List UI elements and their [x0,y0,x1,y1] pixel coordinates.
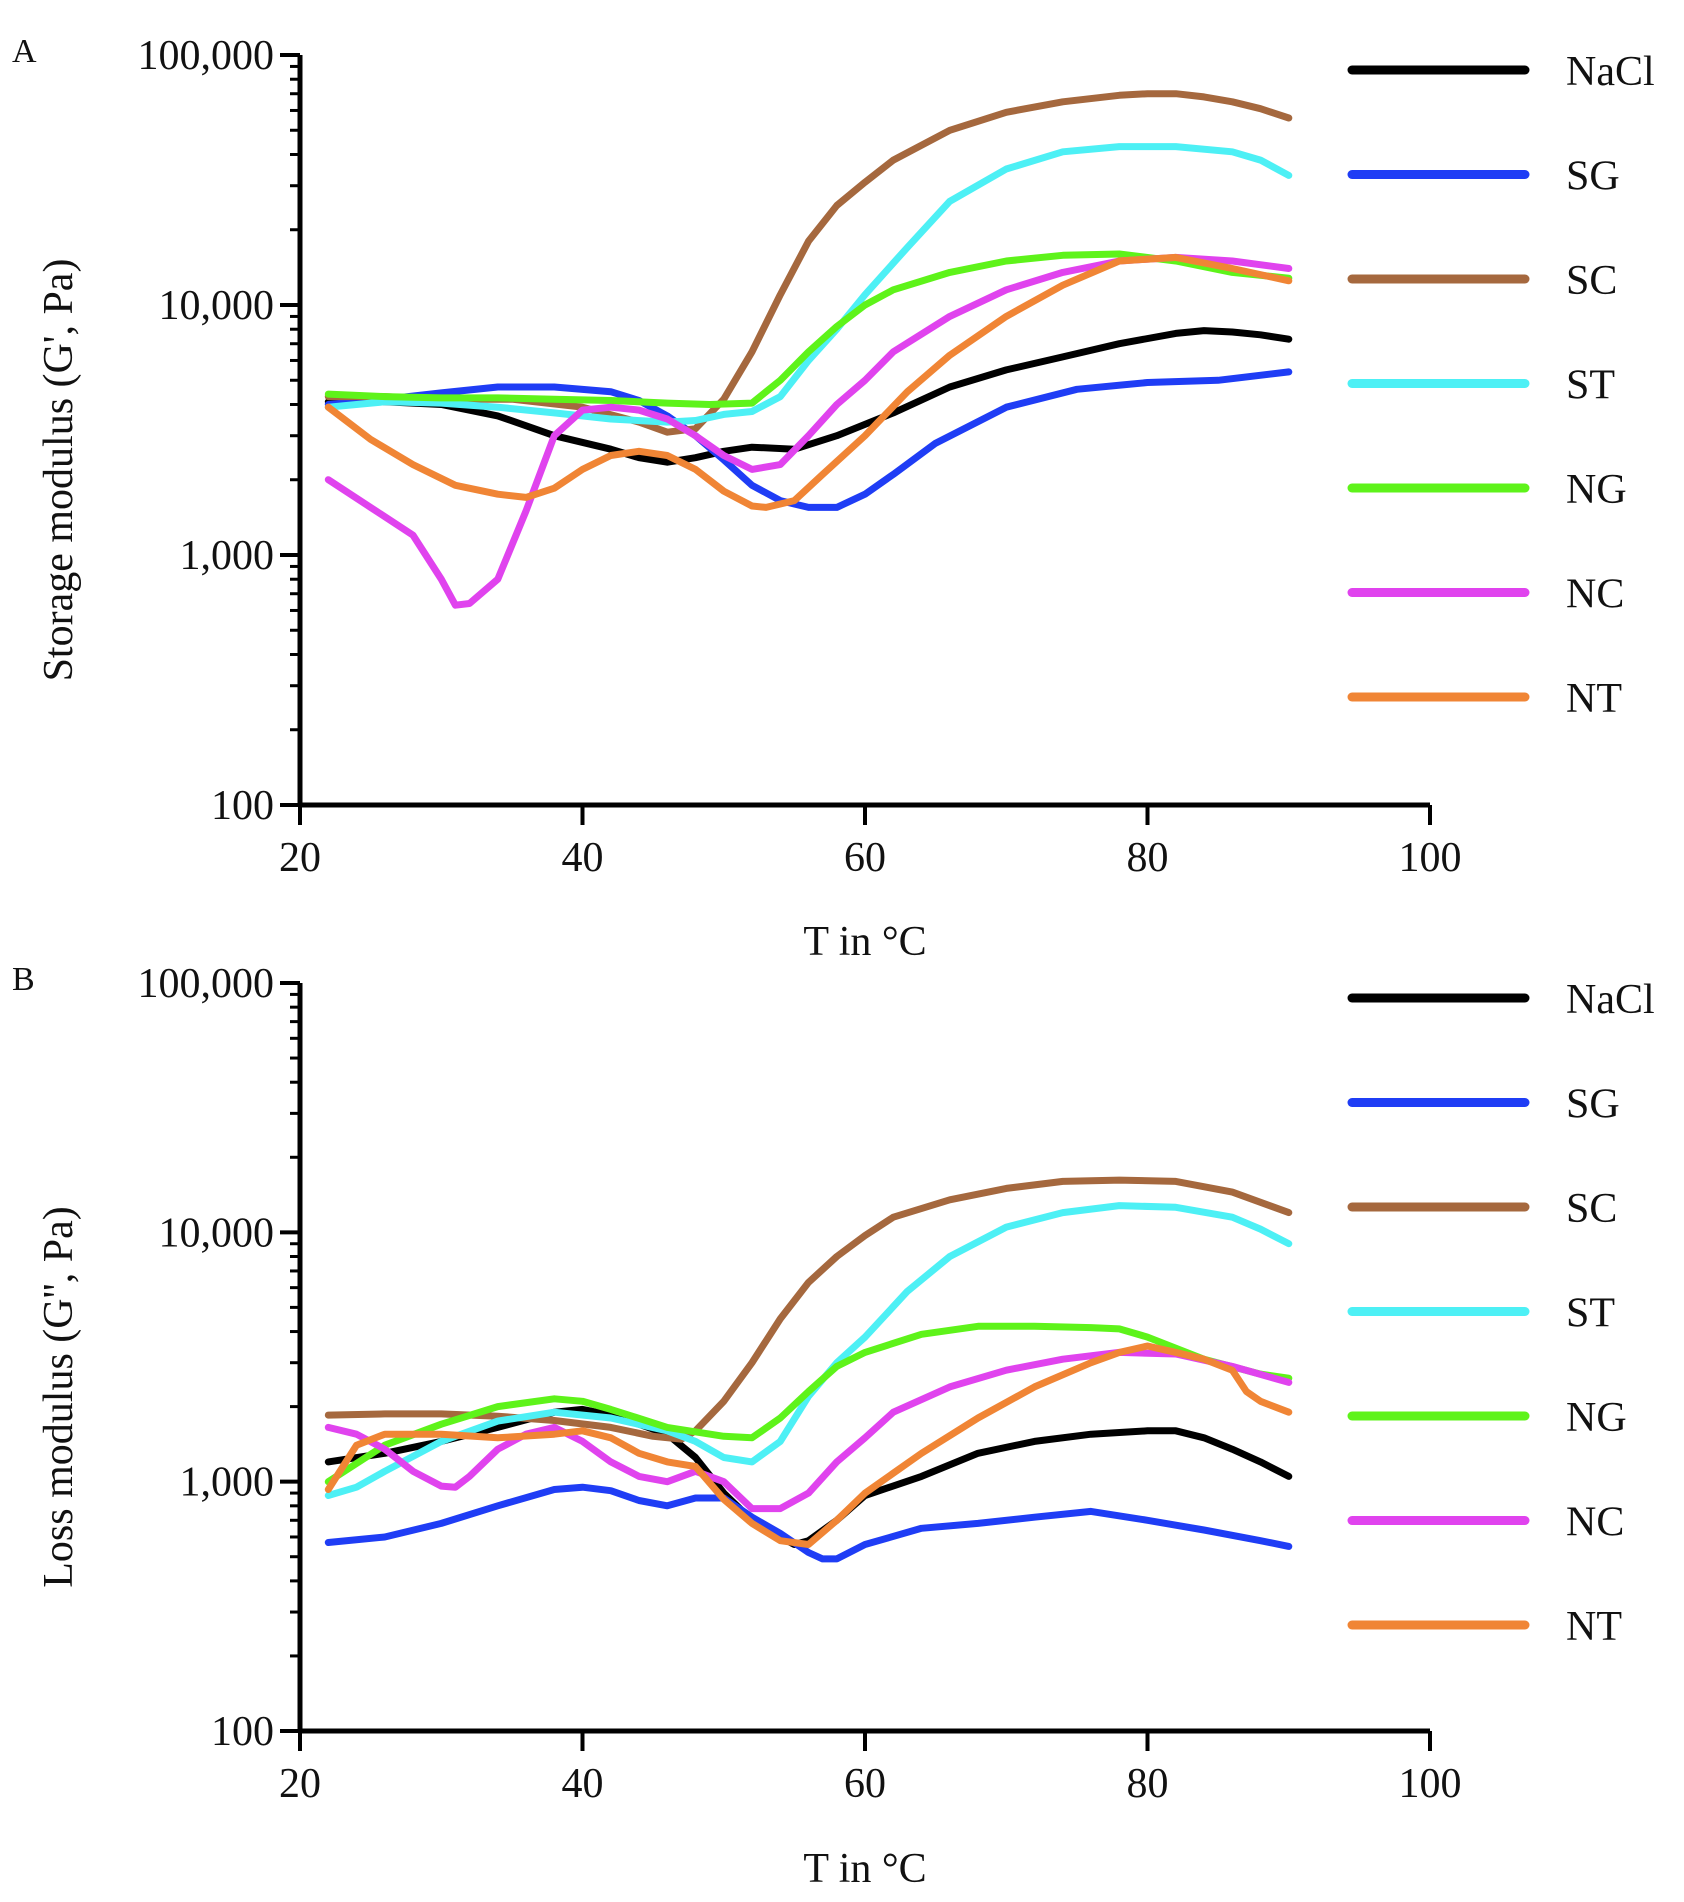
series-line-st [324,143,1293,426]
y-tick-label: 100 [211,1709,274,1755]
legend-label-sc: SC [1566,1186,1617,1232]
y-tick-label: 1,000 [180,533,275,579]
series-line-sc [324,1176,1293,1443]
series-line-st [324,1202,1293,1499]
legend-label-sg: SG [1566,154,1620,200]
chart-panel-a: A 100 1,000 10,000 100,000 20 40 60 80 100 T in °C… [12,33,1655,965]
y-tick-label: 100,000 [138,961,275,1007]
y-tick-label: 10,000 [159,1210,275,1256]
y-tick-label: 100 [211,783,274,829]
x-tick-label: 20 [279,835,321,881]
legend-label-sg: SG [1566,1082,1620,1128]
legend-label-st: ST [1566,363,1615,409]
legend-label-nt: NT [1566,676,1622,722]
x-tick-label: 100 [1399,835,1462,881]
x-tick-label: 40 [562,1761,604,1807]
legend-label-nacl: NaCl [1566,977,1655,1023]
legend-label-ng: NG [1566,467,1627,513]
x-tick-label: 80 [1127,835,1169,881]
x-tick-label: 20 [279,1761,321,1807]
series-line-sg [324,368,1293,511]
panel-letter: A [12,33,37,70]
panel-letter: B [12,961,35,998]
y-tick-label: 1,000 [180,1460,275,1506]
x-tick-label: 80 [1127,1761,1169,1807]
series-line-nc [324,253,1293,609]
y-axis-title: Storage modulus (G', Pa) [36,259,82,682]
series-line-nt [324,253,1293,511]
series-line-ng [324,1322,1293,1486]
x-axis-title: T in °C [803,1846,926,1892]
series-line-sg [324,1483,1293,1563]
x-tick-label: 40 [562,835,604,881]
series-line-nt [324,1342,1293,1548]
legend-label-nc: NC [1566,1500,1624,1546]
x-tick-label: 100 [1399,1761,1462,1807]
legend-label-st: ST [1566,1291,1615,1337]
legend-label-nt: NT [1566,1604,1622,1650]
legend-label-sc: SC [1566,258,1617,304]
x-tick-label: 60 [844,1761,886,1807]
chart-panel-b: B 100 1,000 10,000 100,000 20 40 60 80 100 T in °C… [12,961,1655,1892]
y-tick-label: 10,000 [159,283,275,329]
y-tick-label: 100,000 [138,33,275,79]
x-tick-label: 60 [844,835,886,881]
legend-label-nc: NC [1566,572,1624,618]
x-axis-title: T in °C [803,919,926,965]
series-line-ng [324,250,1293,408]
legend-label-nacl: NaCl [1566,49,1655,95]
legend-label-ng: NG [1566,1395,1627,1441]
y-axis-title: Loss modulus (G'', Pa) [36,1206,82,1587]
